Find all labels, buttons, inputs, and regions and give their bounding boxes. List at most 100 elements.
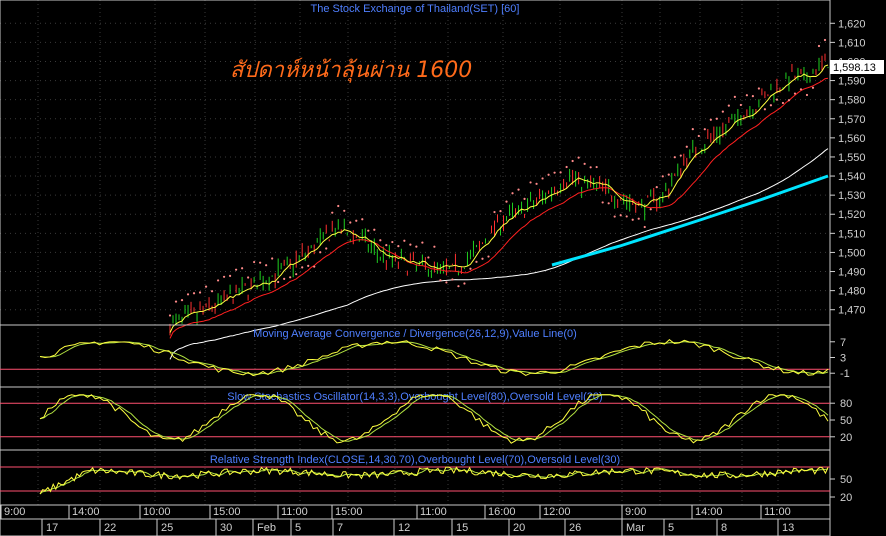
sar-dot xyxy=(679,154,682,157)
sar-dot xyxy=(817,44,821,48)
sar-dot xyxy=(589,166,592,169)
sar-dot xyxy=(241,267,244,270)
sar-dot xyxy=(463,282,466,285)
x-date-label: 12 xyxy=(398,522,410,534)
sar-dot xyxy=(259,261,262,264)
rsi-title: Relative Strength Index(CLOSE,14,30,70),… xyxy=(210,454,620,466)
sar-dot xyxy=(289,276,292,279)
sar-dot xyxy=(595,165,598,169)
y-tick-label: 7 xyxy=(840,337,846,349)
sar-dot xyxy=(373,228,376,231)
sar-dot xyxy=(228,274,232,277)
x-time-label: 11:00 xyxy=(281,506,308,518)
sar-dot xyxy=(186,293,190,296)
sar-dot xyxy=(751,95,754,98)
sar-dot xyxy=(427,256,430,259)
sar-dot xyxy=(216,279,220,282)
sar-dot xyxy=(553,171,556,174)
stochastic-y-axis: 80 50 20 xyxy=(830,398,852,444)
annotation-text: สัปดาห์หน้าลุ้นผ่าน 1600 xyxy=(230,57,472,83)
stochastic-series xyxy=(0,394,830,444)
sar-dot xyxy=(210,290,214,293)
sar-dot xyxy=(637,217,640,220)
sar-dot xyxy=(343,209,346,212)
sar-dot xyxy=(349,221,352,224)
sar-dot xyxy=(727,104,730,107)
sar-dot xyxy=(721,110,724,113)
price-panel: The Stock Exchange of Thailand(SET) [60]… xyxy=(0,0,884,360)
sar-dot xyxy=(607,202,610,205)
sar-dot xyxy=(517,188,520,191)
y-tick-label: 20 xyxy=(840,492,852,504)
sar-dot xyxy=(319,251,322,254)
sar-dot xyxy=(355,219,358,222)
x-time-label: 9:00 xyxy=(4,506,25,518)
sar-dot xyxy=(781,101,785,105)
sar-dot xyxy=(703,128,706,131)
sar-dot xyxy=(559,171,562,174)
sar-dot xyxy=(565,165,568,169)
trend-line xyxy=(551,174,829,267)
sar-dot xyxy=(799,88,803,91)
sar-dot xyxy=(769,104,773,107)
x-time-label: 14:00 xyxy=(72,506,100,518)
sar-dot xyxy=(511,192,514,195)
sar-dot xyxy=(691,127,694,131)
sar-dot xyxy=(174,300,178,303)
sar-dot xyxy=(457,285,460,288)
sar-dot xyxy=(763,108,767,111)
macd-y-axis: 7 3 -1 xyxy=(830,337,850,380)
x-date-label: 5 xyxy=(295,522,301,534)
sar-dot xyxy=(283,277,286,280)
sar-dot xyxy=(493,210,496,214)
sar-dot xyxy=(481,257,484,260)
sar-dot xyxy=(673,156,676,159)
sar-dot xyxy=(445,281,448,284)
x-axis-time-labels: 9:00 14:00 10:00 15:00 11:00 15:00 11:00 16:00 1… xyxy=(0,505,791,519)
x-time-label: 16:00 xyxy=(488,506,516,518)
sar-dot xyxy=(709,118,712,121)
y-tick-label: 1,470 xyxy=(838,305,866,317)
x-date-label: 5 xyxy=(668,522,674,534)
sar-dot xyxy=(331,211,334,214)
sar-dot xyxy=(301,266,304,269)
price-series xyxy=(168,38,829,360)
sar-dot xyxy=(697,134,700,138)
sar-dot xyxy=(475,260,478,263)
y-tick-label: 1,590 xyxy=(838,76,866,88)
sar-dot xyxy=(487,255,490,258)
sar-dot xyxy=(379,239,382,242)
last-value-label: 1,598.13 xyxy=(833,62,876,74)
x-axis: 9:00 14:00 10:00 15:00 11:00 15:00 11:00 16:00 1… xyxy=(0,504,831,536)
y-tick-label: 3 xyxy=(840,353,846,365)
sar-dot xyxy=(505,200,508,203)
y-tick-label: 1,520 xyxy=(838,209,866,221)
sar-dot xyxy=(583,162,586,165)
x-time-label: 15:00 xyxy=(335,506,363,518)
y-tick-label: 1,580 xyxy=(838,95,866,107)
y-tick-label: 1,530 xyxy=(838,190,866,202)
sar-dot xyxy=(739,103,742,107)
rsi-series xyxy=(0,466,830,495)
sar-dot xyxy=(541,177,544,180)
sar-dot xyxy=(168,314,172,317)
sar-dot xyxy=(391,240,394,244)
sar-dot xyxy=(523,197,526,200)
sar-dot xyxy=(307,264,310,267)
x-date-label: 7 xyxy=(337,522,343,534)
x-time-label: 12:00 xyxy=(543,506,571,518)
last-value-tag: 1,598.13 xyxy=(830,60,884,74)
sar-dot xyxy=(619,214,622,217)
sar-dot xyxy=(733,95,736,98)
grid-lines xyxy=(0,0,830,505)
sar-dot xyxy=(631,218,634,221)
x-date-label: 26 xyxy=(569,522,581,534)
sar-dot xyxy=(451,278,454,281)
sar-dot xyxy=(253,260,256,264)
sar-dot xyxy=(271,257,274,260)
sar-dot xyxy=(313,265,316,268)
x-date-label: Feb xyxy=(257,522,276,534)
sar-dot xyxy=(277,280,280,284)
sar-dot xyxy=(793,92,797,95)
